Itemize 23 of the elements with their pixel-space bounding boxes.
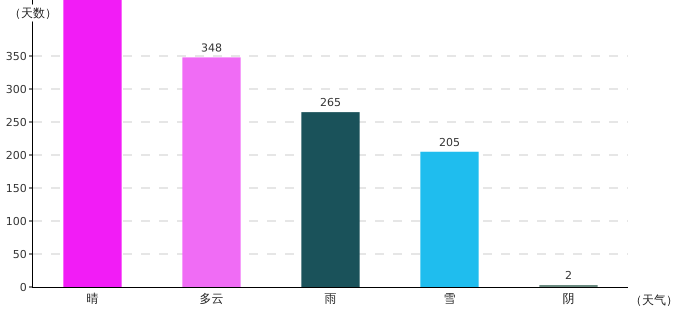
x-axis-title: （天气） (630, 293, 678, 307)
x-tick-label: 雪 (444, 291, 456, 306)
data-label: 205 (439, 136, 460, 149)
y-axis-title: （天数） (9, 6, 57, 20)
bar (182, 57, 241, 287)
bar (63, 0, 122, 287)
x-tick-label: 阴 (562, 291, 574, 306)
y-tick-label: 300 (6, 82, 27, 96)
data-label: 2 (565, 269, 572, 282)
x-tick-label: 雨 (324, 291, 336, 306)
y-tick-label: 50 (12, 248, 27, 261)
bar (301, 112, 360, 287)
data-label: 265 (320, 96, 342, 110)
x-tick-label: 晴 (86, 291, 98, 306)
y-tick-label: 350 (6, 50, 27, 63)
y-tick-label: 200 (6, 148, 27, 162)
y-tick-label: 0 (20, 280, 27, 294)
y-tick-label: 100 (6, 214, 27, 228)
data-label: 348 (201, 41, 222, 54)
y-tick-label: 150 (6, 182, 27, 195)
y-tick-label: 250 (6, 116, 27, 129)
x-tick-label: 多云 (200, 291, 224, 306)
bar (420, 152, 479, 287)
